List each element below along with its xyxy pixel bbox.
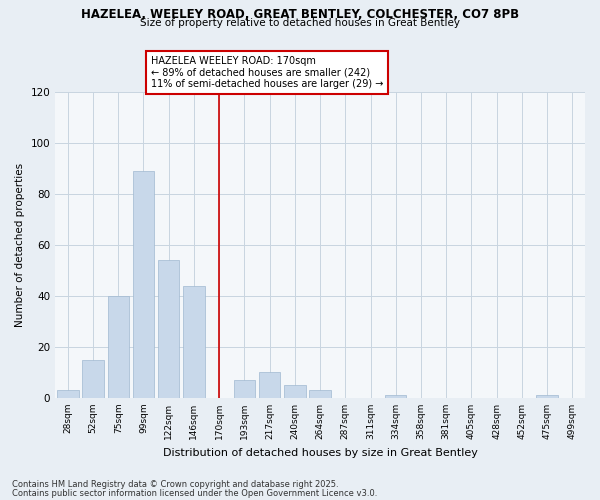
Bar [259, 372, 280, 398]
Text: Contains public sector information licensed under the Open Government Licence v3: Contains public sector information licen… [12, 488, 377, 498]
Bar [133, 171, 154, 398]
Bar [536, 396, 558, 398]
Bar [158, 260, 179, 398]
Bar [284, 385, 305, 398]
Bar [107, 296, 129, 398]
Text: Size of property relative to detached houses in Great Bentley: Size of property relative to detached ho… [140, 18, 460, 28]
Bar [57, 390, 79, 398]
Text: Contains HM Land Registry data © Crown copyright and database right 2025.: Contains HM Land Registry data © Crown c… [12, 480, 338, 489]
Bar [385, 396, 406, 398]
Y-axis label: Number of detached properties: Number of detached properties [15, 163, 25, 327]
Text: HAZELEA, WEELEY ROAD, GREAT BENTLEY, COLCHESTER, CO7 8PB: HAZELEA, WEELEY ROAD, GREAT BENTLEY, COL… [81, 8, 519, 20]
Bar [310, 390, 331, 398]
X-axis label: Distribution of detached houses by size in Great Bentley: Distribution of detached houses by size … [163, 448, 478, 458]
Bar [233, 380, 255, 398]
Bar [82, 360, 104, 398]
Text: HAZELEA WEELEY ROAD: 170sqm
← 89% of detached houses are smaller (242)
11% of se: HAZELEA WEELEY ROAD: 170sqm ← 89% of det… [151, 56, 383, 89]
Bar [183, 286, 205, 398]
